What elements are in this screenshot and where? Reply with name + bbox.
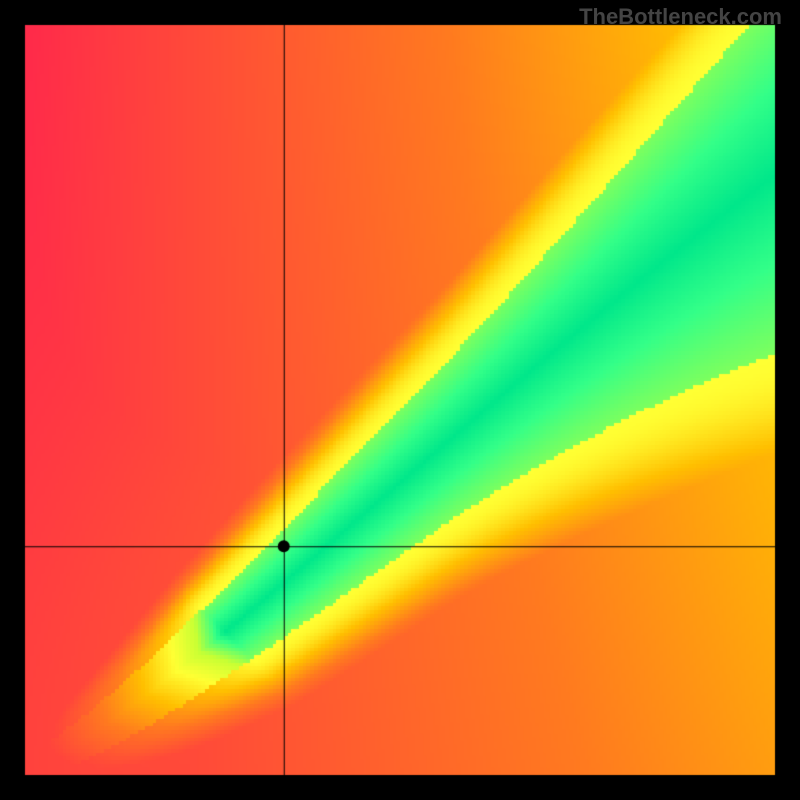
heatmap-canvas [0,0,800,800]
watermark-label: TheBottleneck.com [579,4,782,30]
chart-container: TheBottleneck.com [0,0,800,800]
